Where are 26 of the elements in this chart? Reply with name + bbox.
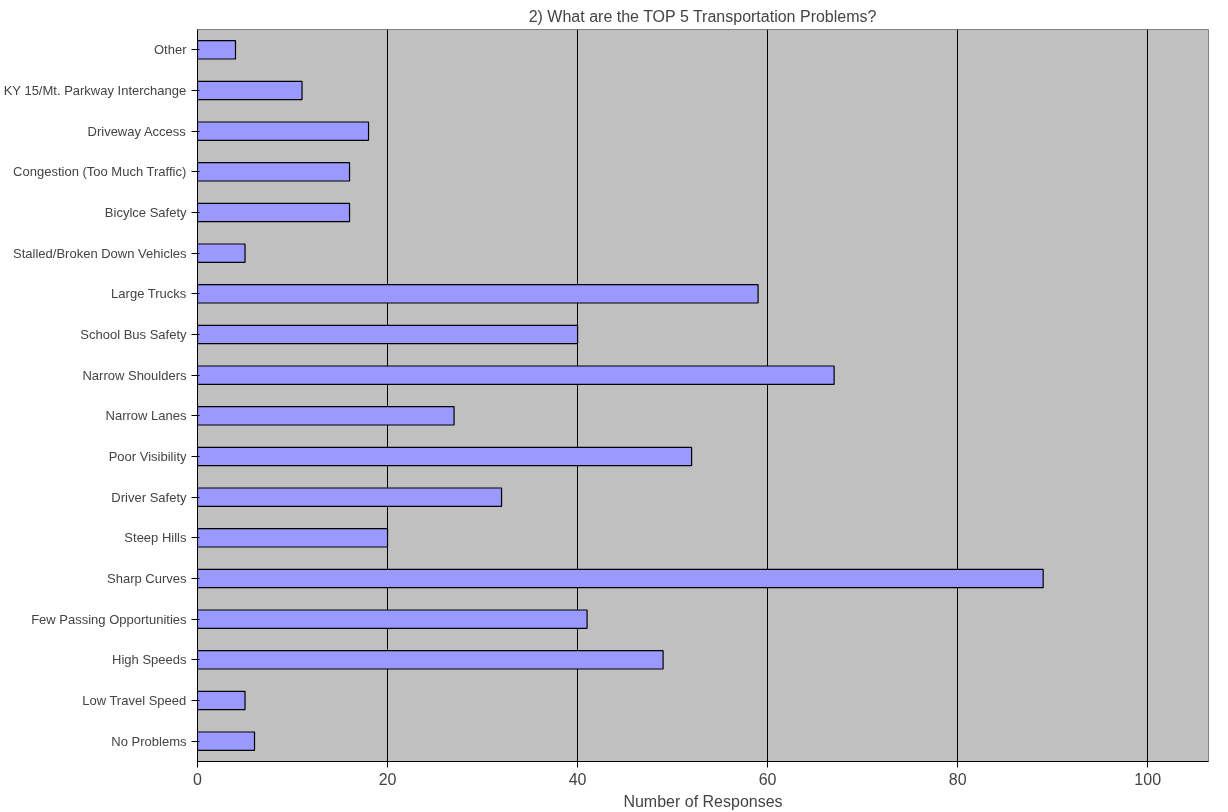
- y-tick-label: Bicylce Safety: [104, 205, 187, 220]
- y-tick-label: Narrow Shoulders: [82, 367, 187, 383]
- y-tick-label: Low Travel Speed: [82, 693, 187, 708]
- y-tick-label: Large Trucks: [111, 286, 187, 302]
- y-tick-label: School Bus Safety: [80, 327, 187, 342]
- y-tick-label: Sharp Curves: [107, 571, 187, 586]
- chart-title: 2) What are the TOP 5 Transportation Problems?: [528, 7, 877, 25]
- x-tick-label: 60: [758, 770, 777, 788]
- y-tick-label: Driveway Access: [87, 123, 187, 139]
- y-tick-label: Steep Hills: [124, 530, 187, 546]
- x-tick-label: 40: [568, 770, 587, 788]
- x-tick-label: 80: [948, 770, 967, 788]
- y-tick-label: Narrow Lanes: [105, 408, 187, 424]
- y-tick-label: High Speeds: [112, 652, 187, 668]
- y-tick-label: Driver Safety: [111, 489, 187, 505]
- x-tick-label: 0: [193, 770, 203, 788]
- y-tick-label: Congestion (Too Much Traffic): [13, 164, 187, 180]
- y-tick-label: Poor Visibility: [108, 449, 187, 464]
- x-tick-label: 100: [1134, 770, 1162, 788]
- y-tick-label: Few Passing Opportunities: [31, 611, 187, 627]
- x-axis-title: Number of Responses: [623, 792, 783, 810]
- y-tick-label: Stalled/Broken Down Vehicles: [13, 245, 187, 261]
- y-tick-label: KY 15/Mt. Parkway Interchange: [3, 83, 187, 98]
- y-tick-label: Other: [153, 42, 188, 58]
- y-tick-label: No Problems: [111, 733, 187, 749]
- x-tick-label: 20: [378, 770, 397, 788]
